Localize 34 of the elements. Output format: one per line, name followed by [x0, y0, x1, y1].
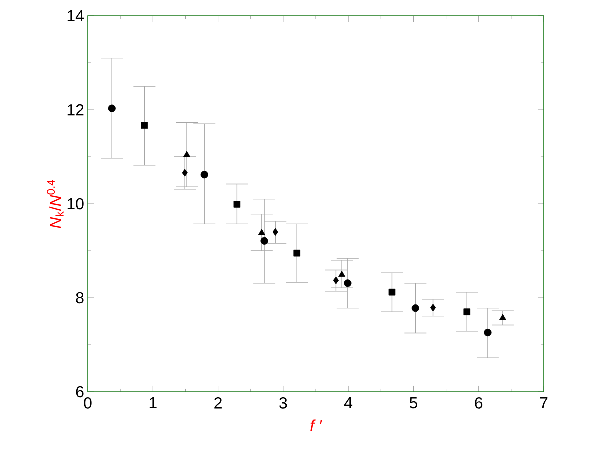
point [388, 288, 396, 296]
point [234, 201, 241, 208]
point [344, 280, 352, 288]
point [338, 270, 346, 278]
point [294, 250, 301, 257]
x-axis-title: f ′ [310, 420, 322, 432]
point [412, 304, 420, 312]
x-tick-label: 4 [344, 398, 353, 409]
y-tick-label: 8 [76, 292, 84, 304]
point [430, 304, 436, 312]
point [260, 237, 268, 245]
x-tick-label: 1 [150, 398, 157, 409]
y-tick-label: 12 [68, 104, 84, 116]
point [182, 169, 188, 177]
point [484, 328, 492, 337]
point [184, 151, 191, 158]
point [141, 122, 148, 129]
point [108, 104, 116, 112]
y-tick-label: 10 [68, 198, 84, 210]
point [200, 171, 208, 179]
x-tick-label: 3 [280, 398, 288, 409]
x-tick-label: 0 [84, 398, 92, 409]
point [333, 276, 340, 284]
point [258, 229, 266, 236]
y-tick-label: 14 [68, 10, 84, 22]
point [464, 308, 471, 316]
point [272, 228, 279, 236]
y-tick-label: 6 [76, 386, 84, 398]
x-tick-label: 7 [540, 398, 548, 409]
x-tick-label: 2 [214, 398, 222, 409]
x-tick-label: 6 [475, 398, 483, 409]
y-axis-title: N$_{k}$/N$^{0.4}$ [47, 180, 64, 228]
point [499, 314, 506, 320]
x-tick-label: 5 [410, 398, 418, 409]
